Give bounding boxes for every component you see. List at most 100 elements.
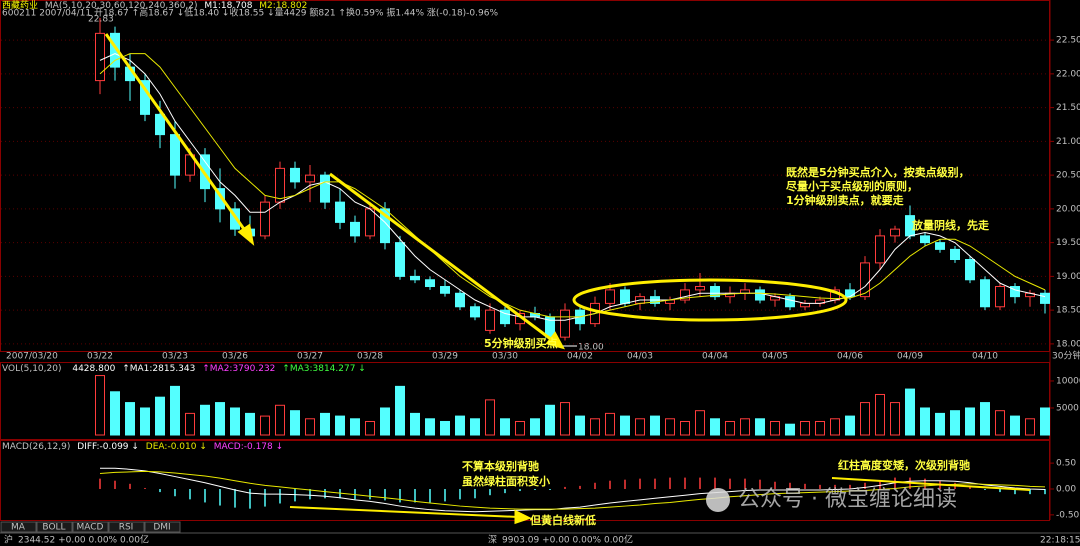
volume-bar <box>515 420 525 436</box>
tab-label[interactable]: BOLL <box>42 523 65 533</box>
annotation: 5分钟级别买点 <box>484 336 558 350</box>
macd-h0: MACD(26,12,9) <box>2 442 70 452</box>
tab-label[interactable]: DMI <box>153 523 170 533</box>
volume-bar <box>980 402 990 436</box>
volume-bar <box>560 402 570 436</box>
tab <box>144 521 181 533</box>
y-tick-label: 22.00 <box>1056 69 1080 79</box>
annotation: 既然是5分钟买点介入，按卖点级别， <box>786 165 970 179</box>
volume-bar <box>950 410 960 436</box>
annotation: 虽然绿柱面积变小 <box>462 474 550 488</box>
candle-body <box>935 242 945 250</box>
candle-body <box>785 296 795 308</box>
candle-body <box>215 188 225 210</box>
arrowhead <box>514 509 532 525</box>
candle-body <box>950 248 960 261</box>
candle-body <box>95 32 105 82</box>
vol-h1: 4428.800 <box>72 364 115 374</box>
volume-bar <box>410 412 420 436</box>
volume-bar <box>890 402 900 436</box>
y-tick-label: 21.00 <box>1056 137 1080 147</box>
candle-body <box>755 289 765 301</box>
y-tick-label: 0.00 <box>1056 484 1076 494</box>
y-tick-label: 19.50 <box>1056 238 1080 248</box>
volume-bar <box>335 415 345 436</box>
candle-body <box>800 302 810 308</box>
volume-bar <box>350 418 360 436</box>
volume-bar <box>965 407 975 436</box>
candle-body <box>740 289 750 294</box>
volume-bar <box>770 420 780 436</box>
candle-body <box>875 235 885 264</box>
candle-body <box>335 201 345 223</box>
volume-bar <box>845 415 855 436</box>
highlight-ellipse <box>572 278 848 322</box>
candle-body <box>260 201 270 237</box>
candle-body <box>995 286 1005 308</box>
volume-bar <box>740 418 750 436</box>
ma-line <box>99 53 1046 318</box>
status-sh-text: 2344.52 +0.00 0.00% 0.00亿 <box>18 534 149 546</box>
volume-bar <box>485 399 495 436</box>
volume-bar <box>125 402 135 436</box>
volume-bar <box>155 396 165 436</box>
volume-bar <box>290 410 300 436</box>
watermark-icon <box>706 488 730 512</box>
diff-line <box>100 467 1046 513</box>
candle-body <box>1010 286 1020 298</box>
y-tick-label: 0.50 <box>1056 459 1076 469</box>
volume-bar <box>830 418 840 436</box>
volume-bar <box>665 418 675 436</box>
tab-label[interactable]: MACD <box>77 523 104 533</box>
volume-bar <box>680 420 690 436</box>
annotation-shapes <box>104 33 1031 525</box>
volume-bar <box>815 420 825 436</box>
annotation: 1分钟级别卖点，就要走 <box>786 193 904 207</box>
m2-label: M2:18.802 <box>259 1 307 11</box>
volume-bar <box>575 415 585 436</box>
tab-label[interactable]: MA <box>11 523 26 533</box>
plot-area: 18.00 18.50 19.00 19.50 20.00 20.50 21.00 21.50… <box>1 17 1080 520</box>
candle-body <box>920 235 930 244</box>
volume-bar <box>275 404 285 436</box>
volume-bar <box>245 412 255 436</box>
volume-bar <box>215 402 225 436</box>
candle-body <box>275 167 285 203</box>
volume-bar <box>695 410 705 436</box>
y-tick-label: 19.00 <box>1056 272 1080 282</box>
stock-name: 西藏药业 <box>2 0 38 11</box>
candle-body <box>620 289 630 304</box>
volume-bar <box>710 418 720 436</box>
status-time: 22:18:15 <box>1040 536 1080 546</box>
x-tick-label: 04/04 <box>702 352 728 362</box>
tab-label[interactable]: RSI <box>119 523 134 533</box>
y-tick-label: 22.50 <box>1056 36 1080 46</box>
candle-body <box>455 292 465 308</box>
high-label: 22.83 <box>88 15 114 25</box>
x-tick-label: 03/23 <box>162 352 188 362</box>
price-header: 西藏药业 MA(5,10,20,30,60,120,240,360,2) M1:… <box>2 0 307 11</box>
volume-bar <box>1010 415 1020 436</box>
candle-body <box>155 113 165 136</box>
arrowhead <box>237 223 255 246</box>
volume-bar <box>650 415 660 436</box>
candle-body <box>980 279 990 308</box>
candle-body <box>965 259 975 281</box>
candle-body <box>425 279 435 288</box>
candle-body <box>695 286 705 291</box>
volume-bar <box>500 418 510 436</box>
annotation: 放量阴线，先走 <box>911 218 989 232</box>
volume-bar <box>200 404 210 436</box>
volume-bar <box>620 415 630 436</box>
macd-h1: DIFF:-0.099 ↓ <box>77 442 139 452</box>
arrow-line <box>104 33 248 233</box>
arrow-line <box>289 506 519 518</box>
x-tick-label: 03/22 <box>87 352 113 362</box>
volume-bar <box>305 418 315 436</box>
candle-body <box>500 309 510 325</box>
volume-bar <box>470 418 480 436</box>
volume-bar <box>935 412 945 436</box>
volume-bar <box>605 412 615 436</box>
volume-bar <box>875 393 885 436</box>
